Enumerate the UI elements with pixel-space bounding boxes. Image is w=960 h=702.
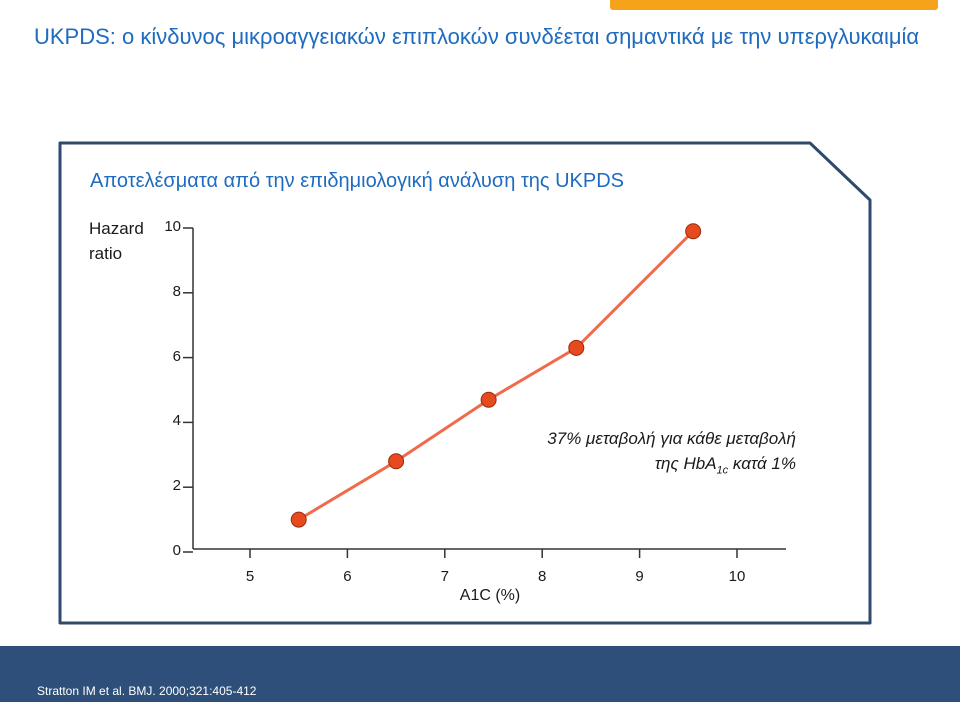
y-tick-label: 2 xyxy=(172,477,181,495)
y-tick-label: 8 xyxy=(172,282,181,300)
x-tick-label: 8 xyxy=(538,568,547,585)
chart-axes xyxy=(183,227,786,558)
annotation-suffix: κατά 1% xyxy=(728,454,796,473)
chart-series xyxy=(290,223,702,528)
chart-annotation: 37% μεταβολή για κάθε μεταβολή της HbA1c… xyxy=(440,426,796,483)
x-tick-label: 7 xyxy=(440,568,449,585)
x-tick-label: 9 xyxy=(635,568,644,585)
x-tick-label: 10 xyxy=(728,568,746,585)
y-tick-label: 0 xyxy=(172,542,181,559)
top-accent-bar xyxy=(610,0,938,10)
data-point xyxy=(568,339,585,356)
chart-title: Αποτελέσματα από την επιδημιολογική ανάλ… xyxy=(90,170,625,192)
data-point xyxy=(685,223,702,240)
y-tick-label: 4 xyxy=(172,412,181,430)
data-point xyxy=(290,511,307,528)
x-axis-label: A1C (%) xyxy=(459,587,521,604)
chart-panel xyxy=(58,141,872,625)
y-axis-label: Hazard ratio xyxy=(89,219,144,263)
footer-bar xyxy=(0,646,960,702)
annotation-line-2: της HbA1c κατά 1% xyxy=(440,451,796,483)
footer-reference: Stratton IM et al. BMJ. 2000;321:405-412 xyxy=(37,684,257,698)
slide-title: UKPDS: ο κίνδυνος μικροαγγειακών επιπλοκ… xyxy=(34,24,920,49)
data-point xyxy=(480,391,497,408)
x-tick-label: 5 xyxy=(245,568,255,585)
data-point xyxy=(388,453,405,470)
y-tick-label: 10 xyxy=(164,218,181,235)
x-tick-label: 6 xyxy=(343,568,352,585)
y-tick-label: 6 xyxy=(172,347,181,365)
annotation-line-1: 37% μεταβολή για κάθε μεταβολή xyxy=(547,429,796,448)
annotation-prefix: της HbA xyxy=(654,454,717,473)
annotation-subscript: 1c xyxy=(716,464,729,477)
